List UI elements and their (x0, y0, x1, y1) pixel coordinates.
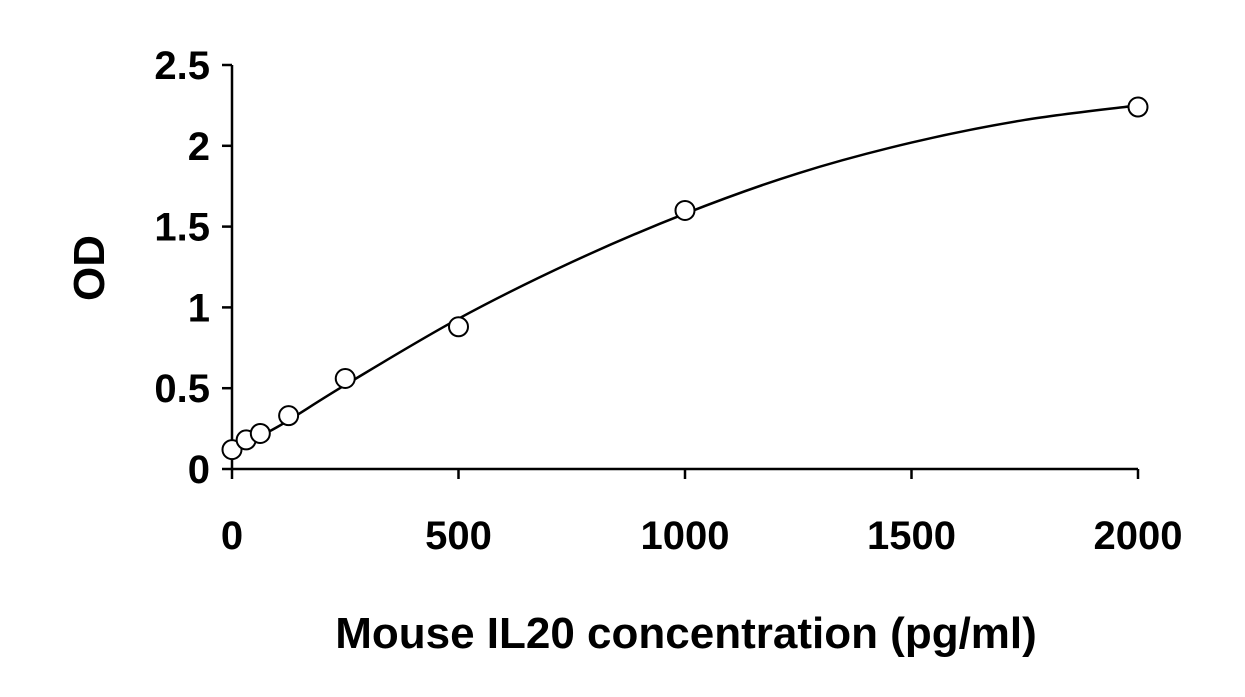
data-point (221, 439, 243, 461)
x-tick-label: 500 (425, 514, 492, 558)
x-tick-label: 1500 (867, 514, 956, 558)
x-tick-label: 1000 (641, 514, 730, 558)
x-tick-label: 0 (221, 514, 243, 558)
x-tick-label: 2000 (1094, 514, 1183, 558)
y-ticks: 0 0.5 1 1.5 2 2.5 (154, 44, 232, 492)
y-tick-label: 0 (188, 448, 210, 492)
data-point (448, 316, 469, 338)
y-axis-title: OD (65, 235, 114, 301)
fit-curve (231, 104, 1139, 451)
data-points (221, 96, 1149, 461)
data-point (278, 405, 300, 427)
data-point (249, 422, 271, 444)
x-axis-title: Mouse IL20 concentration (pg/ml) (335, 609, 1037, 658)
axes (230, 65, 1138, 471)
data-point (674, 199, 696, 221)
y-tick-label: 0.5 (154, 367, 210, 411)
y-tick-label: 2 (188, 125, 210, 169)
y-tick-label: 1 (188, 286, 210, 330)
x-ticks: 0 500 1000 1500 2000 (221, 469, 1183, 558)
data-point (334, 368, 356, 390)
y-tick-label: 2.5 (154, 44, 210, 88)
y-tick-label: 1.5 (154, 206, 210, 250)
data-point (1127, 96, 1149, 118)
